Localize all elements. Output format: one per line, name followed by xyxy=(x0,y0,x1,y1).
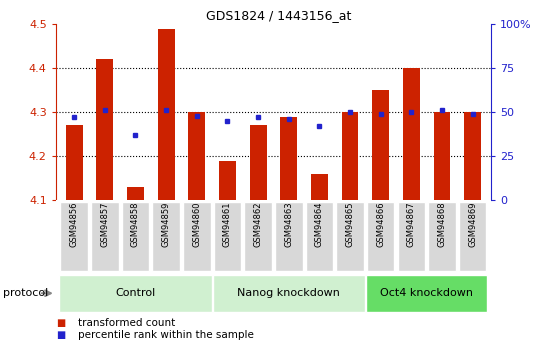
Text: Control: Control xyxy=(116,288,156,298)
FancyBboxPatch shape xyxy=(366,275,487,312)
FancyBboxPatch shape xyxy=(275,201,302,271)
FancyBboxPatch shape xyxy=(91,201,119,271)
Bar xyxy=(219,160,236,200)
Bar xyxy=(127,187,144,200)
FancyBboxPatch shape xyxy=(60,275,211,312)
Text: Oct4 knockdown: Oct4 knockdown xyxy=(380,288,473,298)
FancyBboxPatch shape xyxy=(306,201,333,271)
FancyBboxPatch shape xyxy=(214,201,241,271)
Text: GSM94863: GSM94863 xyxy=(284,201,294,247)
Text: GSM94859: GSM94859 xyxy=(162,201,171,247)
FancyBboxPatch shape xyxy=(367,201,395,271)
Text: Nanog knockdown: Nanog knockdown xyxy=(237,288,340,298)
Text: GSM94867: GSM94867 xyxy=(407,201,416,247)
FancyBboxPatch shape xyxy=(60,201,88,271)
Text: ■: ■ xyxy=(56,330,65,339)
FancyBboxPatch shape xyxy=(244,201,272,271)
Bar xyxy=(403,68,420,200)
Bar xyxy=(189,112,205,200)
Text: GSM94864: GSM94864 xyxy=(315,201,324,247)
Text: transformed count: transformed count xyxy=(78,318,175,327)
FancyBboxPatch shape xyxy=(459,201,487,271)
FancyBboxPatch shape xyxy=(213,275,365,312)
Text: GSM94856: GSM94856 xyxy=(70,201,79,247)
Text: protocol: protocol xyxy=(3,288,48,298)
FancyBboxPatch shape xyxy=(336,201,364,271)
Text: GSM94865: GSM94865 xyxy=(345,201,354,247)
Text: GSM94860: GSM94860 xyxy=(193,201,201,247)
Bar xyxy=(434,112,450,200)
FancyBboxPatch shape xyxy=(428,201,456,271)
Text: GSM94858: GSM94858 xyxy=(131,201,140,247)
Text: GSM94857: GSM94857 xyxy=(100,201,109,247)
Text: GSM94866: GSM94866 xyxy=(376,201,385,247)
FancyBboxPatch shape xyxy=(152,201,180,271)
Text: GSM94869: GSM94869 xyxy=(468,201,477,247)
Bar xyxy=(66,125,83,200)
Text: ■: ■ xyxy=(56,318,65,327)
FancyBboxPatch shape xyxy=(122,201,150,271)
FancyBboxPatch shape xyxy=(397,201,425,271)
Text: percentile rank within the sample: percentile rank within the sample xyxy=(78,330,254,339)
Bar xyxy=(311,174,328,200)
Bar xyxy=(97,59,113,200)
Bar xyxy=(464,112,481,200)
Bar xyxy=(341,112,358,200)
Text: GDS1824 / 1443156_at: GDS1824 / 1443156_at xyxy=(206,9,352,22)
Text: GSM94861: GSM94861 xyxy=(223,201,232,247)
Text: GSM94862: GSM94862 xyxy=(253,201,263,247)
Bar xyxy=(158,29,175,200)
Bar xyxy=(372,90,389,200)
FancyBboxPatch shape xyxy=(183,201,210,271)
Bar xyxy=(249,125,267,200)
Text: GSM94868: GSM94868 xyxy=(437,201,446,247)
Bar xyxy=(280,117,297,200)
